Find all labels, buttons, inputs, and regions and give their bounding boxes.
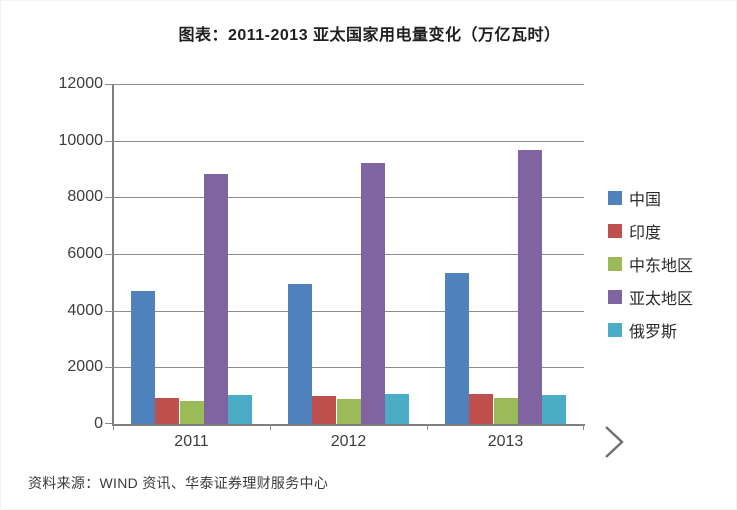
bar-group-2012 [288, 163, 409, 424]
y-axis-tick-label: 4000 [67, 301, 103, 319]
chart-title: 图表：2011-2013 亚太国家用电量变化（万亿瓦时） [178, 27, 561, 44]
x-axis-line [112, 424, 585, 426]
x-axis-category-label: 2011 [174, 433, 209, 450]
gridline [113, 310, 584, 312]
y-axis-tick-label: 8000 [67, 188, 103, 206]
legend-swatch-china [608, 191, 622, 205]
source-note: 资料来源：WIND 资讯、华泰证券理财服务中心 [28, 475, 329, 491]
legend-item-middle-east: 中东地区 [608, 254, 694, 275]
legend-label-asia-pacific: 亚太地区 [629, 291, 694, 308]
bar-india-2011 [155, 397, 180, 424]
x-axis-category-label: 2013 [487, 433, 524, 450]
bar-india-2013 [469, 393, 494, 424]
legend-item-india: 印度 [608, 221, 693, 242]
legend-label-russia: 俄罗斯 [629, 324, 678, 341]
y-axis-tick-label: 2000 [67, 358, 103, 376]
legend: 中国印度中东地区亚太地区俄罗斯 [608, 188, 693, 353]
bar-asia-pacific-2012 [360, 163, 385, 424]
bar-russia-2011 [228, 395, 252, 424]
gridline [113, 254, 584, 255]
bar-asia-pacific-2011 [203, 174, 228, 424]
x-axis-category-label: 2012 [330, 433, 367, 450]
legend-label-middle-east: 中东地区 [629, 258, 694, 275]
legend-label-india: 印度 [629, 225, 662, 242]
y-axis-tick-label: 0 [94, 415, 103, 432]
bar-china-2012 [288, 283, 312, 424]
bar-middle-east-2013 [493, 397, 518, 424]
bar-group-2011 [131, 174, 252, 424]
legend-swatch-india [608, 224, 622, 238]
legend-item-asia-pacific: 亚太地区 [608, 287, 694, 308]
y-axis-tick [105, 367, 113, 369]
bar-china-2013 [445, 272, 469, 424]
gridline [113, 84, 584, 85]
plot-area: 2011 2012 2013 [105, 84, 585, 450]
y-axis-tick-label: 10000 [58, 131, 104, 149]
y-axis-tick [105, 197, 113, 199]
gridline [113, 367, 584, 369]
next-arrow-icon[interactable] [601, 423, 627, 461]
bar-asia-pacific-2013 [517, 150, 542, 424]
legend-item-china: 中国 [608, 188, 693, 209]
y-axis-tick [105, 140, 113, 142]
legend-item-russia: 俄罗斯 [608, 320, 693, 341]
gridline [113, 197, 584, 199]
bar-india-2012 [312, 395, 337, 424]
y-axis-tick [105, 423, 113, 424]
x-axis-tick [583, 424, 584, 430]
bar-middle-east-2012 [336, 399, 361, 424]
x-axis-tick [427, 424, 428, 430]
y-axis-tick [105, 310, 113, 312]
y-axis-tick [105, 84, 113, 85]
bar-russia-2013 [542, 395, 566, 424]
legend-label-china: 中国 [629, 192, 662, 209]
x-axis-tick [113, 424, 114, 430]
gridline [113, 140, 584, 142]
bar-group-2013 [445, 150, 566, 424]
legend-swatch-russia [608, 323, 622, 337]
y-axis-tick-label: 6000 [67, 245, 103, 262]
y-axis-tick-label: 12000 [58, 75, 104, 92]
x-axis-tick [270, 424, 271, 430]
legend-swatch-middle-east [608, 257, 622, 271]
bar-middle-east-2011 [179, 400, 204, 424]
y-axis-tick [105, 254, 113, 255]
bar-china-2011 [131, 290, 155, 424]
y-axis-labels: 0 2000 4000 6000 8000 10000 12000 [1, 75, 104, 432]
legend-swatch-asia-pacific [608, 290, 622, 304]
y-axis-line [112, 84, 114, 426]
bar-russia-2012 [385, 393, 409, 424]
